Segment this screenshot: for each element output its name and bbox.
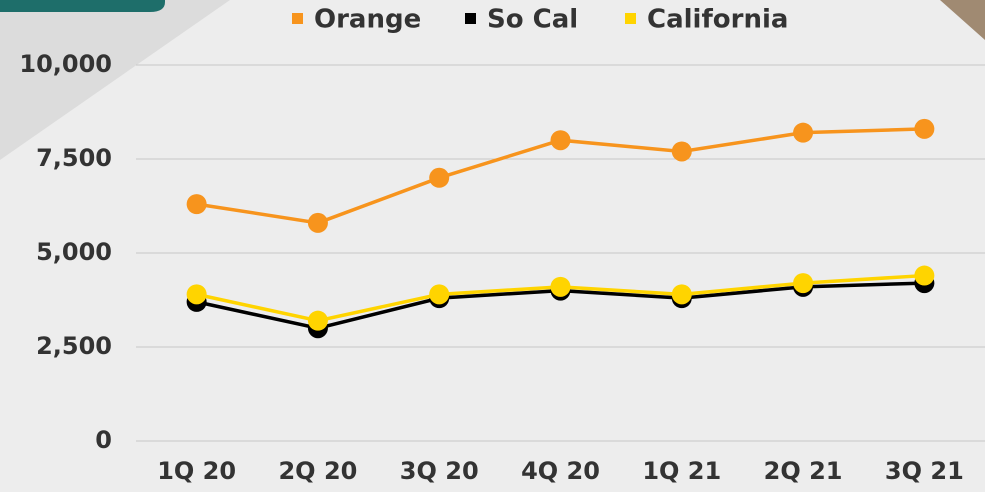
point [308,213,328,233]
point [308,311,328,331]
x-tick-label: 1Q 20 [157,457,236,485]
point [914,119,934,139]
point [187,284,207,304]
background [0,0,985,492]
x-tick-label: 4Q 20 [521,457,600,485]
point [793,273,813,293]
x-tick-label: 3Q 21 [885,457,964,485]
x-tick-label: 2Q 20 [278,457,357,485]
point [429,168,449,188]
y-tick-label: 2,500 [36,332,112,360]
x-tick-label: 2Q 21 [764,457,843,485]
point [672,141,692,161]
point [551,277,571,297]
legend-swatch [625,13,636,24]
corner-tab [0,0,165,12]
y-tick-label: 7,500 [36,144,112,172]
legend-swatch [292,13,303,24]
x-tick-label: 3Q 20 [400,457,479,485]
x-tick-label: 1Q 21 [642,457,721,485]
point [187,194,207,214]
point [914,266,934,286]
legend-label: So Cal [487,5,578,35]
y-tick-label: 10,000 [19,50,112,78]
y-tick-label: 5,000 [36,238,112,266]
y-tick-label: 0 [95,426,112,454]
point [429,284,449,304]
page: 0 2,500 5,000 7,500 10,000 1Q 20 2Q 20 3Q 20 4Q … [0,0,985,492]
chart: 0 2,500 5,000 7,500 10,000 1Q 20 2Q 20 3Q 20 4Q … [0,0,985,492]
point [551,130,571,150]
point [793,123,813,143]
legend-label: Orange [314,5,421,35]
legend-swatch [465,13,476,24]
legend-label: California [647,5,788,35]
point [672,284,692,304]
